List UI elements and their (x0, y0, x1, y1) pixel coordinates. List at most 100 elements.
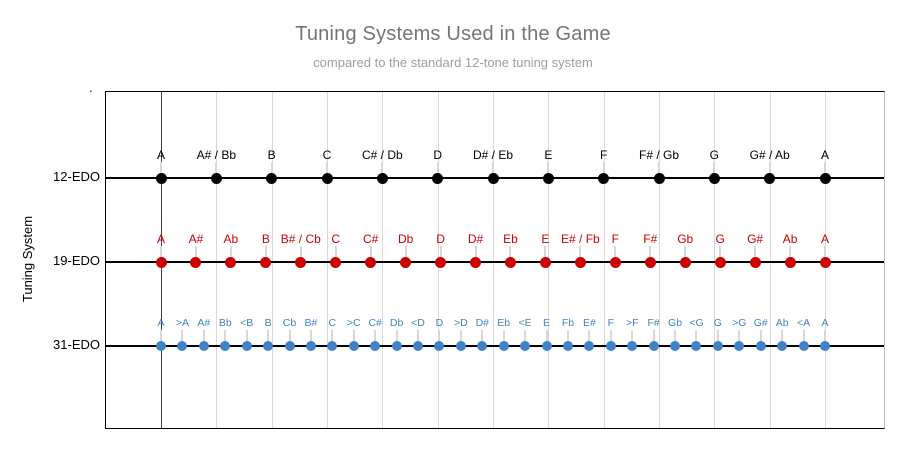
label-leader-line (579, 246, 582, 257)
data-point-12-edo (155, 172, 167, 184)
note-label: >G (732, 317, 747, 329)
note-label: D# / Eb (472, 148, 514, 162)
gridline (603, 92, 605, 428)
gridline (327, 92, 328, 428)
data-point-31-edo (477, 341, 488, 351)
note-label: F (611, 232, 619, 246)
data-point-31-edo (648, 341, 659, 351)
note-label: <A (797, 317, 811, 329)
data-point-19-edo (330, 256, 342, 268)
label-leader-line (481, 330, 484, 341)
note-label: Gb (677, 232, 694, 246)
label-leader-line (781, 330, 784, 341)
label-leader-line (544, 246, 547, 257)
data-point-12-edo (266, 172, 278, 184)
note-label: E (543, 317, 551, 329)
data-point-19-edo (295, 256, 307, 268)
label-leader-line (202, 330, 205, 341)
note-label: Fb (561, 317, 575, 329)
data-point-31-edo (177, 341, 188, 351)
gridline (271, 92, 273, 428)
label-leader-line (768, 162, 771, 173)
label-leader-line (759, 330, 762, 341)
label-leader-line (267, 330, 270, 341)
label-leader-line (566, 330, 569, 341)
label-leader-line (160, 330, 162, 341)
data-point-31-edo (413, 341, 424, 351)
note-label: <D (411, 317, 425, 329)
label-leader-line (713, 162, 716, 173)
label-leader-line (684, 246, 687, 257)
data-point-31-edo (263, 341, 274, 351)
series-line-31-edo (106, 345, 884, 347)
note-label: C# (368, 317, 382, 329)
note-label: <B (240, 317, 254, 329)
label-leader-line (245, 330, 248, 341)
data-point-19-edo (190, 256, 202, 268)
data-point-19-edo (679, 256, 691, 268)
data-point-19-edo (574, 256, 586, 268)
label-leader-line (614, 246, 617, 257)
data-point-12-edo (708, 172, 720, 184)
label-leader-line (374, 330, 377, 341)
note-label: E (544, 148, 553, 162)
note-label: Db (389, 317, 404, 329)
note-label: C (331, 232, 341, 246)
data-point-31-edo (391, 341, 402, 351)
data-point-31-edo (755, 341, 766, 351)
label-leader-line (288, 330, 291, 341)
note-label: E (541, 232, 550, 246)
label-leader-line (439, 246, 442, 257)
label-leader-line (824, 162, 826, 173)
gridline (493, 92, 494, 428)
note-label: <G (689, 317, 704, 329)
note-label: Bb (218, 317, 232, 329)
data-point-19-edo (470, 256, 482, 268)
data-point-19-edo (435, 256, 447, 268)
row-label-31-edo: 31-EDO (53, 337, 100, 352)
note-label: A (156, 232, 166, 246)
data-point-19-edo (225, 256, 237, 268)
label-leader-line (602, 162, 605, 173)
note-label: A (820, 232, 830, 246)
chart-subtitle: compared to the standard 12-tone tuning … (313, 55, 593, 70)
data-point-31-edo (670, 341, 681, 351)
label-leader-line (609, 330, 612, 341)
gridline (216, 92, 218, 428)
note-label: D# (475, 317, 489, 329)
note-label: Ab (782, 232, 798, 246)
note-label: G# (747, 232, 764, 246)
label-leader-line (492, 162, 494, 173)
label-leader-line (754, 246, 757, 257)
note-label: C# (363, 232, 379, 246)
label-leader-line (160, 246, 162, 257)
note-label: B (261, 232, 270, 246)
label-leader-line (381, 162, 384, 173)
chart-title: Tuning Systems Used in the Game (295, 23, 611, 45)
label-leader-line (524, 330, 527, 341)
data-point-19-edo (504, 256, 516, 268)
data-point-31-edo (712, 341, 723, 351)
data-point-31-edo (605, 341, 616, 351)
row-label-19-edo: 19-EDO (53, 253, 100, 268)
data-point-31-edo (798, 341, 809, 351)
data-point-19-edo (609, 256, 621, 268)
data-point-31-edo (156, 341, 166, 351)
label-leader-line (658, 162, 660, 173)
label-leader-line (436, 162, 439, 173)
data-point-12-edo (376, 172, 388, 184)
note-label: E# (582, 317, 596, 329)
label-leader-line (719, 246, 722, 257)
data-point-31-edo (777, 341, 788, 351)
data-point-31-edo (562, 341, 573, 351)
label-leader-line (438, 330, 441, 341)
note-label: A# (197, 317, 211, 329)
data-point-19-edo (714, 256, 726, 268)
row-label-12-edo: 12-EDO (53, 169, 100, 184)
label-leader-line (474, 246, 477, 257)
data-point-12-edo (432, 172, 444, 184)
note-label: Eb (497, 317, 511, 329)
data-point-31-edo (627, 341, 638, 351)
data-point-19-edo (819, 256, 831, 268)
note-label: C (322, 148, 332, 162)
